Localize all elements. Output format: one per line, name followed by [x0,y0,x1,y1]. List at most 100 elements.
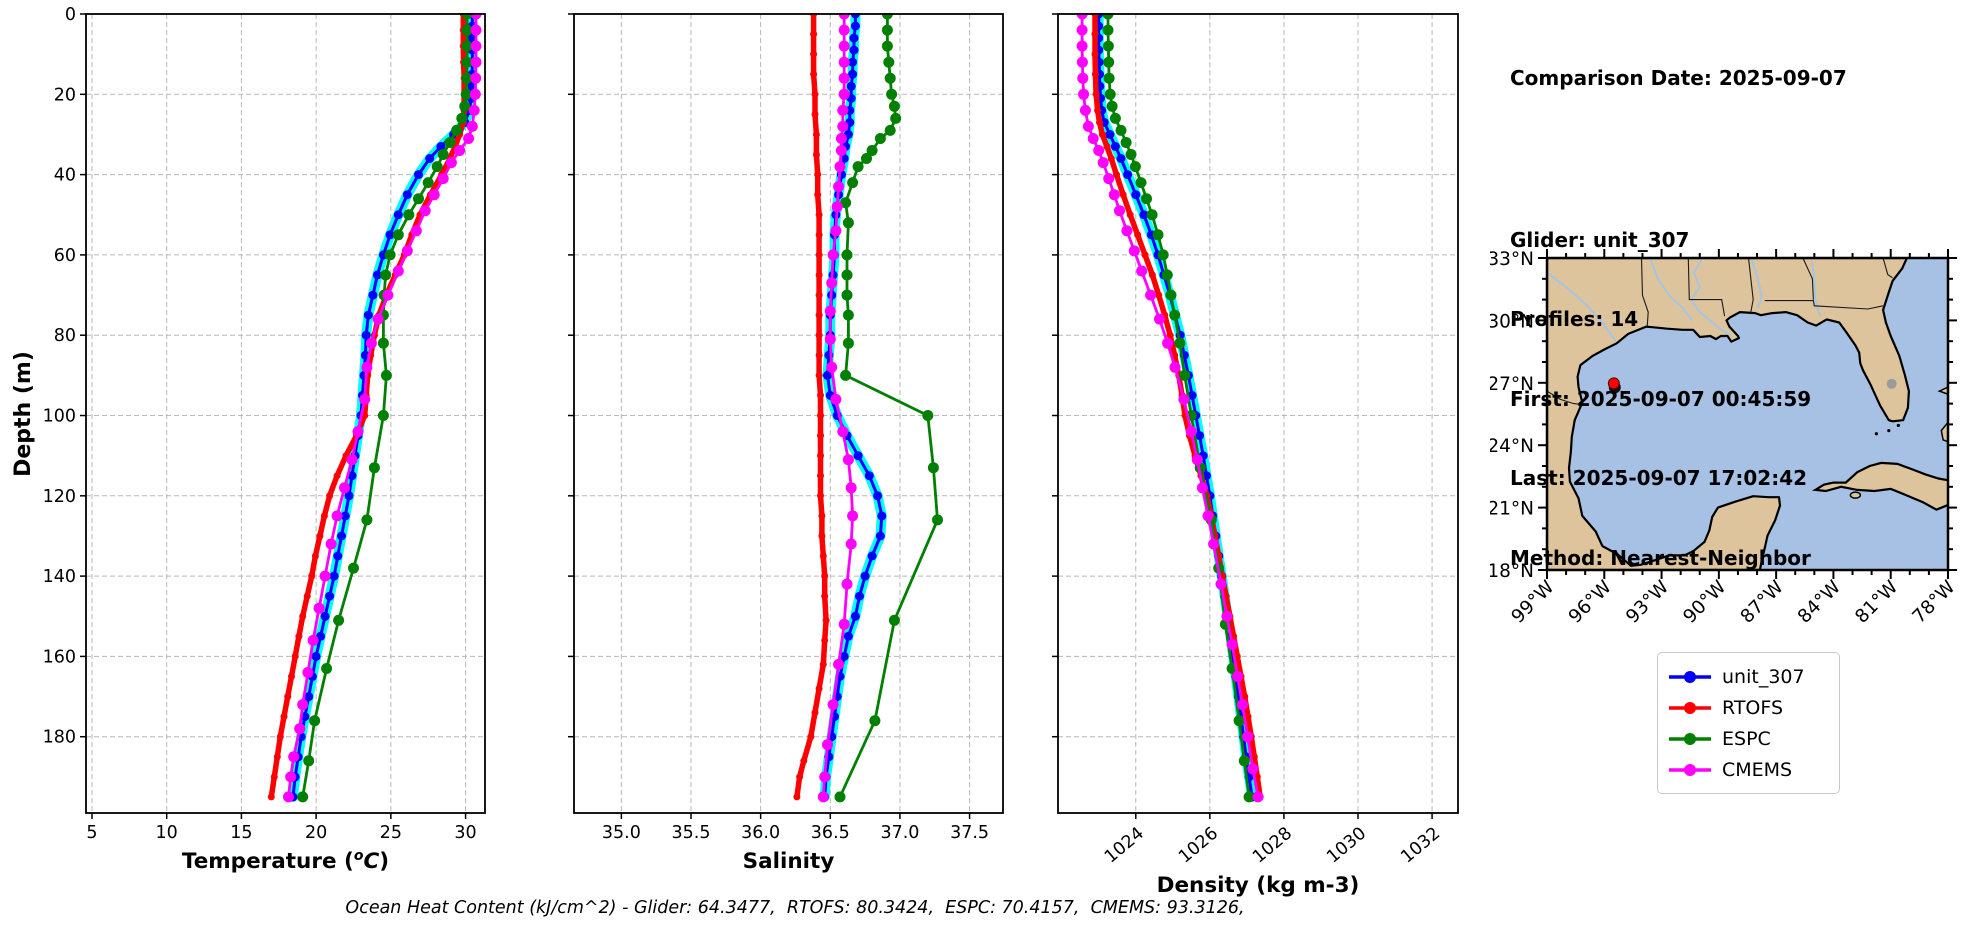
y-tick-label: 0 [65,5,76,25]
x-tick-label: 1026 [1175,824,1222,868]
state-border [1764,300,1884,310]
axes-spines [573,13,1004,814]
map-lat-label: 18°N [1490,561,1534,582]
y-tick-label: 40 [54,166,76,186]
x-tick-label: 35.0 [602,823,641,843]
info-panel: Comparison Date: 2025-09-07 Glider: unit… [1510,12,1847,598]
y-tick-label: 140 [43,567,76,587]
series-espc [834,13,943,803]
isla-juventud [1849,491,1862,499]
legend-item-label: unit_307 [1722,665,1805,688]
comparison-date: Comparison Date: 2025-09-07 [1510,66,1847,90]
glider-name: Glider: unit_307 [1510,227,1690,252]
axis-ticks-and-labels: 35.0 35.5 36.0 36.5 37.0 37.5 [568,13,989,843]
temperature-profile-chart: 5 10 15 20 25 30 0 20 40 60 80 100 120 140 160 180 Tempe… [11,5,486,874]
x-tick-label: 37.5 [950,823,989,843]
x-tick-label: 5 [86,823,97,843]
map-lat-label: 21°N [1490,499,1534,520]
method: Method: Nearest-Neighbor [1510,545,1811,570]
river [1690,258,1732,337]
legend-swatch-rtofs [1669,701,1711,714]
cuba-island [1811,461,1948,511]
y-tick-label: 180 [43,728,76,748]
river [1750,258,1763,309]
y-tick-label: 20 [54,85,76,105]
series-cmems [283,13,482,803]
legend-swatch-cmems [1669,763,1711,776]
x-tick-label: 1030 [1323,824,1370,868]
state-border [1747,258,1754,315]
x-tick-label: 36.5 [811,823,850,843]
axes-spines [1057,13,1459,814]
y-tick-label: 120 [43,487,76,507]
state-border [1640,258,1649,326]
series-espc [297,13,473,803]
legend-item-cmems: CMEMS [1668,754,1829,785]
florida-keys-islet [1887,429,1891,433]
gridlines [1058,14,1458,813]
map-lat-label: 30°N [1490,311,1534,332]
ocean-heat-content-caption: Ocean Heat Content (kJ/cm^2) - Glider: 6… [345,898,1245,918]
gulf-of-mexico-map: 33°N 30°N 27°N 24°N 21°N 18°N 99°W 96°W 93°W 90°W… [1490,228,1987,658]
series-unit_307 [820,13,887,802]
y-tick-label: 60 [54,246,76,266]
x-tick-label: 36.0 [741,823,780,843]
map-canvas: 33°N30°N27°N24°N21°N18°N99°W 96°W 93°W 90°W… [1490,249,1960,628]
legend-item-espc: ESPC [1668,723,1829,754]
state-border [1882,258,1893,279]
state-border [1802,258,1814,300]
map-lon-label: 78°W [1909,577,1960,628]
legend-item-unit_307: unit_307 [1668,661,1829,692]
density-profile-chart: 1024 1026 1028 1030 1032 Density (kg m-3) [1052,13,1459,898]
river [1547,271,1617,342]
legend-item-label: ESPC [1722,727,1771,750]
river [1649,258,1693,321]
legend-item-rtofs: RTOFS [1668,692,1829,723]
x-tick-label: 1032 [1397,824,1444,868]
grand-bahama-island [1937,386,1948,395]
florida-keys-islet [1896,423,1900,428]
x-axis-title: Salinity [743,849,835,874]
x-tick-label: 30 [454,823,476,843]
glider-position-marker [1607,377,1620,390]
x-tick-label: 35.5 [672,823,711,843]
x-tick-label: 1024 [1101,824,1148,868]
andros-island [1940,421,1948,443]
series-cmems [1076,13,1264,803]
y-axis-title: Depth (m) [11,351,36,477]
map-lon-label: 81°W [1851,577,1902,628]
legend-swatch-espc [1669,732,1711,745]
x-tick-label: 10 [156,823,178,843]
y-tick-label: 80 [54,326,76,346]
map-lat-label: 27°N [1490,374,1534,395]
legend-swatch-unit_307 [1669,670,1711,683]
x-tick-label: 25 [380,823,402,843]
legend-item-label: RTOFS [1722,696,1784,719]
map-lat-label: 24°N [1490,436,1534,457]
series-cmems [817,13,859,803]
map-lat-label: 33°N [1490,249,1534,270]
mainland-coastline [1547,258,1910,570]
state-border [1547,390,1583,406]
x-tick-label: 1028 [1249,824,1296,868]
gridlines [574,14,1003,813]
y-tick-label: 160 [43,647,76,667]
x-tick-label: 20 [305,823,327,843]
last-profile-time: Last: 2025-09-07 17:02:42 [1510,466,1808,490]
florida-keys-islet [1874,432,1878,436]
map-ticks [1538,249,1957,579]
x-tick-label: 37.0 [880,823,919,843]
series-rtofs [793,13,830,801]
x-axis-title: Temperature (oC) [182,848,389,874]
map-frame [1545,256,1950,572]
x-tick-label: 15 [230,823,252,843]
profiles-count: Profiles: 14 [1510,307,1639,331]
y-tick-label: 100 [43,407,76,427]
lake-okeechobee [1886,378,1897,389]
map-plot: 33°N30°N27°N24°N21°N18°N99°W 96°W 93°W 90°W… [1490,249,1960,628]
x-axis-title: Density (kg m-3) [1157,873,1360,898]
legend-item-label: CMEMS [1722,758,1793,781]
river [1811,262,1821,317]
